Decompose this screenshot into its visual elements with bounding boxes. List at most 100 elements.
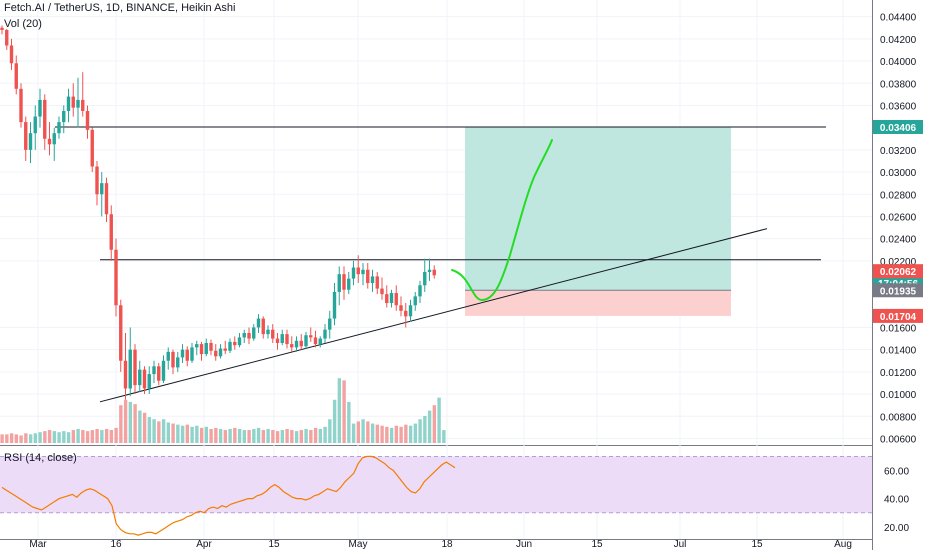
candle-body — [356, 267, 360, 275]
candle-body — [90, 129, 94, 167]
candle — [242, 329, 246, 343]
candle-body — [299, 340, 303, 347]
candle — [133, 344, 137, 395]
candle-body — [5, 29, 9, 46]
candle — [95, 160, 99, 206]
price-axis[interactable]: 0.04400 0.04200 0.04000 0.03800 0.03600 0.032… — [873, 13, 923, 534]
candle-body — [366, 269, 370, 284]
time-axis[interactable]: Mar 16 Apr 15 May 18 Jun 15 Jul 15 Aug — [29, 539, 852, 550]
candle — [28, 122, 33, 164]
candle — [62, 105, 66, 134]
volume-bar — [380, 425, 384, 443]
candle — [427, 258, 432, 281]
volume-bar — [256, 427, 261, 443]
candle-body — [161, 360, 166, 381]
volume-bars — [0, 378, 446, 443]
volume-bar — [323, 426, 327, 443]
projection-drawing[interactable] — [451, 139, 553, 302]
volume-bar — [114, 427, 118, 443]
candle-body — [218, 348, 223, 357]
candle — [261, 316, 265, 339]
candle-body — [423, 271, 427, 286]
candle-body — [152, 366, 156, 375]
candle-body — [209, 342, 213, 351]
candle-body — [185, 349, 189, 361]
price-tick-label: 0.02200 — [880, 257, 917, 268]
volume-bar — [437, 397, 441, 443]
candle-body — [85, 111, 90, 130]
volume-bar — [47, 430, 52, 443]
candle-body — [147, 374, 151, 389]
candle — [304, 331, 308, 349]
candle-body — [157, 366, 161, 381]
candle-body — [204, 342, 208, 355]
volume-bar — [9, 433, 14, 443]
volume-bar — [375, 424, 380, 443]
candle-body — [247, 333, 251, 339]
candle — [285, 329, 289, 349]
time-tick-label: 15 — [751, 539, 763, 550]
candle — [104, 177, 109, 222]
candle — [394, 285, 398, 311]
candle-body — [9, 45, 14, 64]
volume-bar — [109, 430, 114, 443]
candle — [252, 324, 256, 341]
candle-body — [318, 338, 322, 345]
volume-bar — [76, 428, 80, 443]
volume-bar — [366, 421, 370, 443]
volume-bar — [347, 401, 351, 443]
volume-bar — [294, 431, 299, 443]
candle-body — [275, 338, 280, 343]
candle — [385, 285, 389, 308]
candle — [185, 346, 189, 367]
candle — [142, 366, 147, 395]
volume-bar — [62, 431, 66, 443]
candle — [43, 94, 47, 150]
time-tick-label: Apr — [196, 539, 212, 550]
candle-body — [337, 274, 341, 292]
candle-body — [361, 269, 365, 275]
volume-bar — [313, 427, 318, 443]
price-tick-label: 0.01600 — [880, 323, 917, 334]
volume-bar — [309, 430, 313, 443]
price-label-box — [873, 264, 923, 279]
candle-body — [57, 122, 61, 134]
candle-body — [328, 318, 332, 330]
candle — [180, 344, 185, 363]
candle-body — [385, 294, 389, 304]
candle-body — [0, 27, 4, 30]
volume-bar — [5, 434, 9, 443]
candle-body — [24, 122, 28, 150]
candle-body — [290, 344, 294, 348]
price-tick-label: 0.04200 — [880, 35, 917, 46]
candle — [318, 336, 322, 348]
volume-bar — [423, 416, 427, 443]
candle-body — [100, 183, 104, 195]
stop-zone[interactable] — [465, 290, 731, 316]
volume-bar — [166, 422, 171, 443]
volume-bar — [328, 419, 332, 443]
volume-bar — [43, 431, 47, 443]
candle-body — [323, 329, 327, 339]
candle — [9, 38, 14, 70]
candle — [199, 341, 204, 361]
volume-bar — [152, 419, 156, 443]
candle — [33, 105, 37, 150]
target-zone[interactable] — [465, 126, 731, 291]
volume-bar — [252, 428, 256, 443]
volume-bar — [214, 427, 218, 443]
candle-body — [408, 305, 413, 317]
candle — [5, 28, 9, 50]
rsi-tick-label: 60.00 — [884, 467, 909, 478]
volume-bar — [19, 435, 23, 443]
candle-body — [47, 138, 52, 145]
price-label: 0.03406 — [873, 119, 923, 134]
ascending-trendline[interactable] — [99, 228, 768, 403]
candle — [152, 360, 156, 383]
candles — [0, 25, 436, 400]
volume-bar — [0, 434, 4, 443]
volume-bar — [242, 430, 247, 443]
candle — [171, 349, 175, 375]
volume-bar — [408, 425, 413, 443]
